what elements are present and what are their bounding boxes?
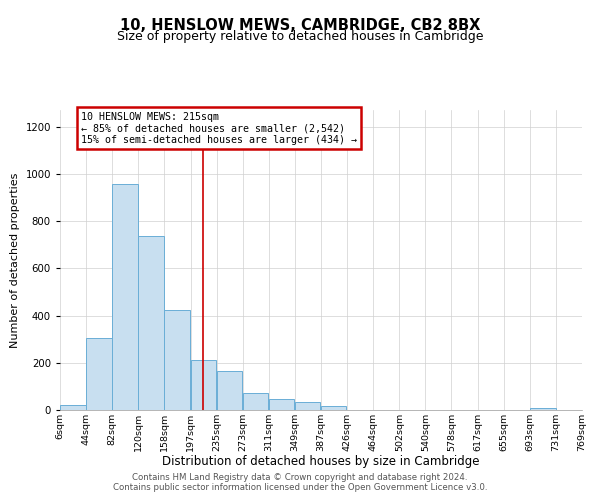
- Bar: [112, 184, 137, 410]
- Text: Contains HM Land Registry data © Crown copyright and database right 2024.
Contai: Contains HM Land Registry data © Crown c…: [113, 473, 487, 492]
- Bar: [321, 406, 346, 410]
- Bar: [191, 360, 217, 410]
- Bar: [217, 371, 242, 410]
- Text: 10 HENSLOW MEWS: 215sqm
← 85% of detached houses are smaller (2,542)
15% of semi: 10 HENSLOW MEWS: 215sqm ← 85% of detache…: [81, 112, 357, 144]
- Bar: [269, 398, 295, 410]
- X-axis label: Distribution of detached houses by size in Cambridge: Distribution of detached houses by size …: [162, 456, 480, 468]
- Bar: [164, 310, 190, 410]
- Text: 10, HENSLOW MEWS, CAMBRIDGE, CB2 8BX: 10, HENSLOW MEWS, CAMBRIDGE, CB2 8BX: [120, 18, 480, 32]
- Text: Size of property relative to detached houses in Cambridge: Size of property relative to detached ho…: [117, 30, 483, 43]
- Bar: [295, 402, 320, 410]
- Bar: [243, 394, 268, 410]
- Bar: [86, 338, 112, 410]
- Bar: [530, 408, 556, 410]
- Bar: [139, 236, 164, 410]
- Bar: [61, 406, 86, 410]
- Y-axis label: Number of detached properties: Number of detached properties: [10, 172, 20, 348]
